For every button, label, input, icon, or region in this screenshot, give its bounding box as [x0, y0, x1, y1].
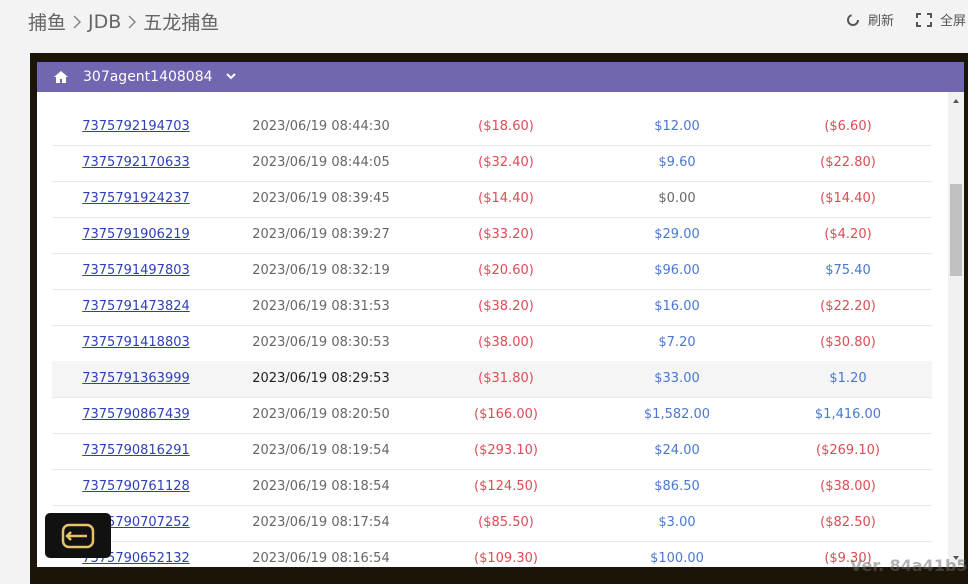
round-id-link[interactable]: 7375790761128: [82, 479, 190, 494]
cell: 2023/06/19 08:31:53: [252, 299, 390, 314]
table-row: 7375790652132 2023/06/19 08:16:54 ($109.30…: [52, 541, 932, 567]
cell: ($31.80): [478, 371, 534, 386]
table-row: 7375790761128 2023/06/19 08:18:54 ($124.50…: [52, 469, 932, 506]
cell: ($109.30): [474, 551, 538, 566]
round-id-link[interactable]: 7375791924237: [82, 191, 190, 206]
cell: ($293.10): [474, 443, 538, 458]
account-name[interactable]: 307agent1408084: [83, 69, 213, 85]
cell: $7.20: [658, 335, 696, 350]
cell: ($4.20): [824, 227, 872, 242]
version: Ver. 84a41b5: [850, 556, 968, 575]
cell: $16.00: [654, 299, 700, 314]
cell: ($33.20): [478, 227, 534, 242]
table-row: 7375790816291 2023/06/19 08:19:54 ($293.10…: [52, 433, 932, 470]
back-button[interactable]: [45, 513, 111, 558]
crumb: 五龙捕鱼: [143, 12, 220, 34]
round-id-link[interactable]: 7375792170633: [82, 155, 190, 170]
cell: ($269.10): [816, 443, 880, 458]
table-row: 7375791906219 2023/06/19 08:39:27 ($33.20)…: [52, 217, 932, 254]
cell: $96.00: [654, 263, 700, 278]
round-id-link[interactable]: 7375791363999: [82, 371, 190, 386]
crumb[interactable]: JDB: [88, 10, 122, 33]
crumb[interactable]: 捕鱼: [28, 12, 67, 34]
panel-header: 307agent1408084: [37, 62, 964, 92]
cell: ($20.60): [478, 263, 534, 278]
cell: ($18.60): [478, 119, 534, 134]
table-row: 7375791924237 2023/06/19 08:39:45 ($14.40)…: [52, 181, 932, 218]
table-row: 7375791363999 2023/06/19 08:29:53 ($31.80)…: [52, 361, 932, 398]
cell: 2023/06/19 08:18:54: [252, 479, 390, 494]
table-row: 7375791473824 2023/06/19 08:31:53 ($38.20)…: [52, 289, 932, 326]
cell: $0.00: [658, 191, 696, 206]
cell: ($38.20): [478, 299, 534, 314]
cell: $1,582.00: [643, 407, 711, 422]
cell: ($6.60): [824, 119, 872, 134]
cell: 2023/06/19 08:16:54: [252, 551, 390, 566]
cell: ($38.00): [820, 479, 876, 494]
cell: 2023/06/19 08:44:05: [252, 155, 390, 170]
cell: 2023/06/19 08:20:50: [252, 407, 390, 422]
cell: ($22.80): [820, 155, 876, 170]
cell: $29.00: [654, 227, 700, 242]
cell: 2023/06/19 08:29:53: [252, 371, 390, 386]
breadcrumb: 捕鱼 JDB 五龙捕鱼: [28, 8, 219, 35]
cell: $86.50: [654, 479, 700, 494]
cell: $9.60: [658, 155, 696, 170]
cell: $100.00: [650, 551, 704, 566]
cell: 2023/06/19 08:39:27: [252, 227, 390, 242]
table-row: 7375790867439 2023/06/19 08:20:50 ($166.00…: [52, 397, 932, 434]
cell: 2023/06/19 08:44:30: [252, 119, 390, 134]
separator: [128, 14, 137, 29]
record-panel: 307agent1408084 7375792194703 2023/06/19 …: [37, 62, 964, 567]
round-id-link[interactable]: 7375791906219: [82, 227, 190, 242]
cell: ($9.30): [824, 551, 872, 566]
table-row: 7375792170633 2023/06/19 08:44:05 ($32.40)…: [52, 145, 932, 182]
cell: ($14.40): [478, 191, 534, 206]
cell: $33.00: [654, 371, 700, 386]
cell: $75.40: [825, 263, 871, 278]
separator: [73, 14, 82, 29]
cell: 2023/06/19 08:17:54: [252, 515, 390, 530]
record-table: 7375792194703 2023/06/19 08:44:30 ($18.60)…: [52, 92, 932, 567]
round-id-link[interactable]: 7375790816291: [82, 443, 190, 458]
fullscreen-icon: [916, 12, 933, 27]
cell: ($14.40): [820, 191, 876, 206]
cell: $24.00: [654, 443, 700, 458]
cell: ($32.40): [478, 155, 534, 170]
cell: ($38.00): [478, 335, 534, 350]
round-id-link[interactable]: 7375792194703: [82, 119, 190, 134]
cell: ($124.50): [474, 479, 538, 494]
toolbar: 刷新 全屏: [846, 10, 966, 29]
fullscreen-button[interactable]: 全屏: [940, 14, 967, 29]
table-row: 7375790707252 2023/06/19 08:17:54 ($85.50)…: [52, 505, 932, 542]
refresh-button[interactable]: 刷新: [868, 14, 895, 29]
cell: 2023/06/19 08:19:54: [252, 443, 390, 458]
cell: ($30.80): [820, 335, 876, 350]
cell: $3.00: [658, 515, 696, 530]
round-id-link[interactable]: 7375790867439: [82, 407, 190, 422]
cell: 2023/06/19 08:32:19: [252, 263, 390, 278]
cell: 2023/06/19 08:30:53: [252, 335, 390, 350]
cell: ($22.20): [820, 299, 876, 314]
cell: $1,416.00: [814, 407, 882, 422]
table-row: 7375792194703 2023/06/19 08:44:30 ($18.60)…: [52, 109, 932, 146]
round-id-link[interactable]: 7375791473824: [82, 299, 190, 314]
dropdown-icon[interactable]: [225, 72, 237, 82]
scrollbar[interactable]: [948, 92, 964, 567]
cell: 2023/06/19 08:39:45: [252, 191, 390, 206]
cell: ($166.00): [474, 407, 538, 422]
back-icon: [61, 523, 95, 549]
round-id-link[interactable]: 7375791418803: [82, 335, 190, 350]
cell: $12.00: [654, 119, 700, 134]
home-icon[interactable]: [53, 70, 69, 84]
cell: ($82.50): [820, 515, 876, 530]
cell: $1.20: [829, 371, 867, 386]
scrollbar-track: [950, 99, 962, 560]
refresh-icon: [847, 13, 859, 26]
table-row: 7375791497803 2023/06/19 08:32:19 ($20.60)…: [52, 253, 932, 290]
table-row: 7375791418803 2023/06/19 08:30:53 ($38.00)…: [52, 325, 932, 362]
round-id-link[interactable]: 7375791497803: [82, 263, 190, 278]
cell: ($85.50): [478, 515, 534, 530]
